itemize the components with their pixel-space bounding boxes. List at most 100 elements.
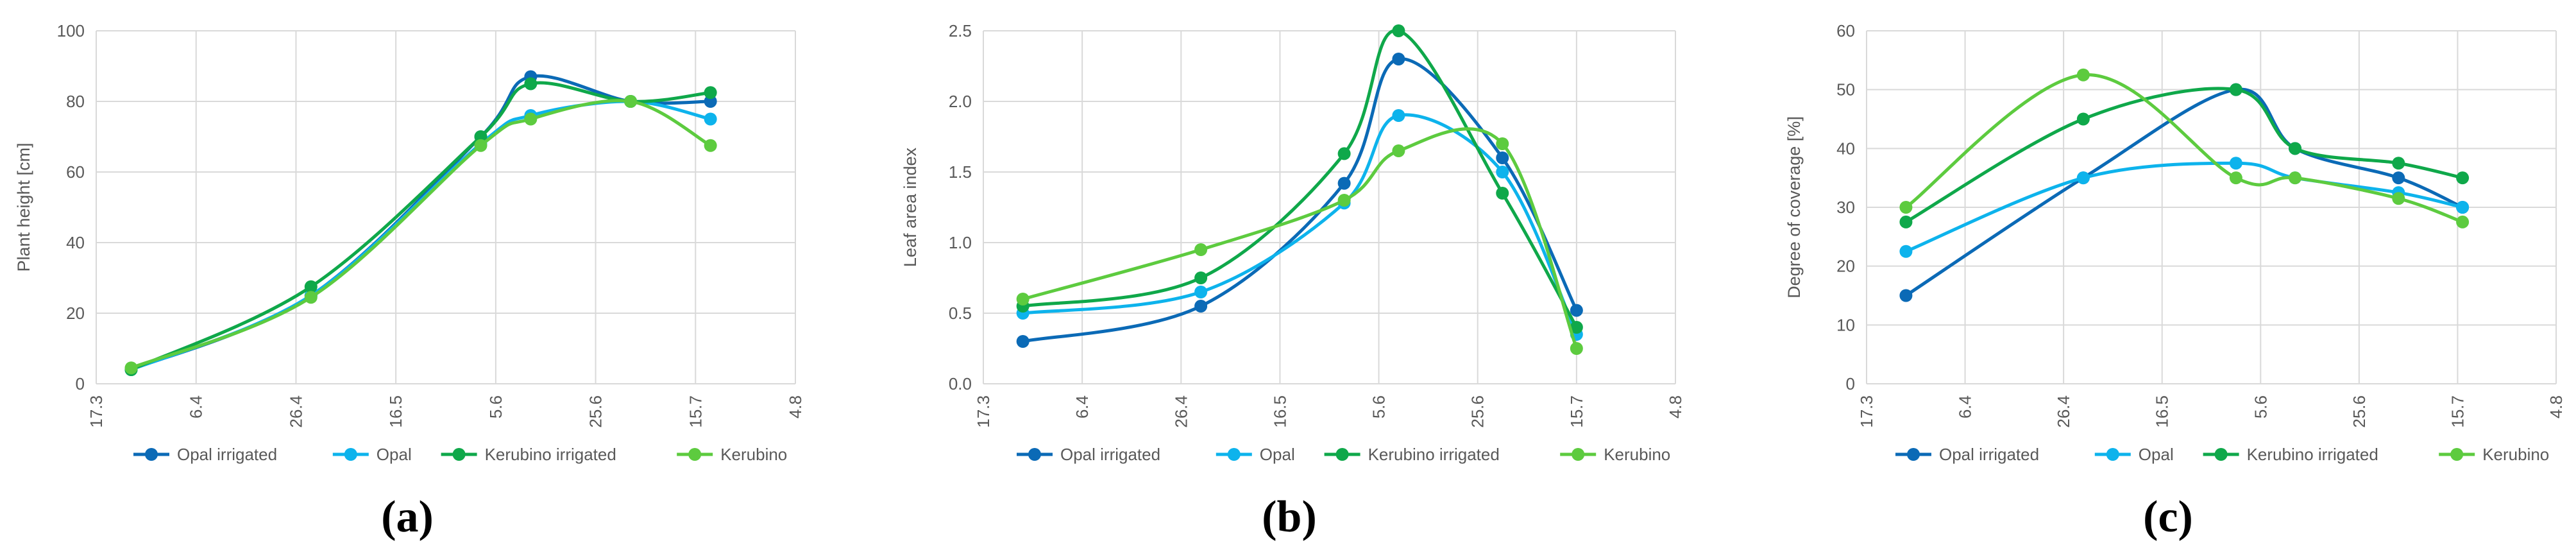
data-point-opal-irrigated xyxy=(1899,289,1913,302)
y-tick-label: 2.0 xyxy=(949,92,972,111)
x-tick-label: 15.7 xyxy=(686,395,705,428)
data-point-kerubino xyxy=(2289,171,2302,185)
data-point-kerubino xyxy=(524,112,538,126)
legend-swatch-marker xyxy=(145,448,158,461)
x-tick-label: 16.5 xyxy=(1270,395,1289,428)
data-point-kerubino xyxy=(1392,144,1405,157)
y-tick-label: 50 xyxy=(1836,80,1855,99)
y-axis-title: Plant height [cm] xyxy=(14,142,33,271)
y-tick-label: 2.5 xyxy=(949,21,972,40)
data-point-kerubino xyxy=(474,139,487,152)
series-line-kerubino xyxy=(1021,127,1579,350)
legend-item: Opal irrigated xyxy=(1017,445,1160,464)
y-tick-label: 1.0 xyxy=(949,233,972,252)
y-tick-label: 0.5 xyxy=(949,304,972,323)
legend-swatch-marker xyxy=(1335,448,1349,461)
x-tick-label: 16.5 xyxy=(2153,395,2172,428)
data-point-opal-irrigated xyxy=(704,95,717,108)
series-line-kerubino xyxy=(130,99,713,370)
series-line-opal xyxy=(130,99,713,372)
y-tick-label: 0.0 xyxy=(949,374,972,393)
x-tick-label: 6.4 xyxy=(1072,395,1092,418)
data-point-kerubino-irrigated xyxy=(524,77,538,90)
data-point-opal xyxy=(2229,157,2242,170)
data-point-kerubino xyxy=(2229,171,2242,185)
x-tick-label: 17.3 xyxy=(1857,395,1876,428)
legend-swatch-marker xyxy=(1028,448,1041,461)
y-tick-label: 1.5 xyxy=(949,162,972,182)
legend-item: Opal xyxy=(1216,445,1295,464)
x-tick-label: 4.8 xyxy=(2546,395,2566,418)
x-tick-label: 4.8 xyxy=(1666,395,1685,418)
legend-item: Opal irrigated xyxy=(1895,445,2039,464)
x-tick-label: 5.6 xyxy=(2251,395,2270,418)
data-point-kerubino-irrigated xyxy=(704,86,717,99)
data-point-opal-irrigated xyxy=(1392,53,1405,65)
series-line-opal xyxy=(1021,113,1579,336)
y-tick-label: 40 xyxy=(66,233,85,252)
x-tick-label: 25.6 xyxy=(1468,395,1487,428)
panel-caption: (a) xyxy=(381,492,434,542)
legend-label: Opal irrigated xyxy=(177,445,277,464)
panel-caption: (c) xyxy=(2143,492,2193,542)
y-tick-label: 30 xyxy=(1836,198,1855,217)
legend-swatch-marker xyxy=(2214,448,2228,461)
series-line-kerubino-irrigated xyxy=(1904,87,2464,224)
y-axis-title: Degree of coverage [%] xyxy=(1784,116,1804,298)
data-point-opal xyxy=(1496,166,1509,178)
y-axis-title: Leaf area index xyxy=(901,147,920,267)
x-tick-label: 5.6 xyxy=(1369,395,1389,418)
x-tick-label: 6.4 xyxy=(187,395,206,418)
x-tick-label: 17.3 xyxy=(974,395,993,428)
series-line-kerubino-irrigated xyxy=(1021,29,1579,329)
legend-item: Kerubino irrigated xyxy=(441,445,616,464)
data-point-kerubino-irrigated xyxy=(2392,157,2405,170)
x-tick-label: 4.8 xyxy=(786,395,805,418)
data-point-opal-irrigated xyxy=(1337,176,1351,190)
x-tick-label: 6.4 xyxy=(1956,395,1975,418)
data-point-kerubino-irrigated xyxy=(1337,147,1351,160)
data-point-kerubino xyxy=(2456,215,2470,228)
x-tick-label: 26.4 xyxy=(2054,395,2073,428)
data-point-opal xyxy=(2076,171,2090,185)
data-point-opal-irrigated xyxy=(1194,300,1208,313)
legend-label: Kerubino irrigated xyxy=(2247,445,2378,464)
legend-item: Kerubino irrigated xyxy=(1324,445,1500,464)
legend-label: Opal irrigated xyxy=(1060,445,1160,464)
data-point-kerubino xyxy=(304,291,318,304)
data-point-opal xyxy=(1899,245,1913,258)
x-tick-label: 25.6 xyxy=(2350,395,2369,428)
legend-label: Opal xyxy=(2139,445,2174,464)
data-point-opal xyxy=(1392,109,1405,122)
y-tick-label: 10 xyxy=(1836,315,1855,334)
y-tick-label: 60 xyxy=(1836,21,1855,40)
legend-item: Kerubino xyxy=(2439,445,2549,464)
legend-swatch-marker xyxy=(1227,448,1241,461)
x-tick-label: 25.6 xyxy=(586,395,606,428)
chart-panel-b: 0.0 0.5 1.0 1.5 2.0 2.5 17.3 6.4 26.4 16.5 5.6 25.6… xyxy=(901,21,1685,542)
legend-swatch-marker xyxy=(688,448,702,461)
legend-label: Opal irrigated xyxy=(1939,445,2039,464)
legend-swatch-marker xyxy=(344,448,357,461)
y-tick-label: 0 xyxy=(76,374,85,393)
data-point-kerubino xyxy=(2076,68,2090,82)
data-point-kerubino xyxy=(1337,194,1351,207)
legend-item: Kerubino xyxy=(677,445,787,464)
x-tick-label: 26.4 xyxy=(286,395,305,428)
legend-item: Opal irrigated xyxy=(133,445,277,464)
x-tick-label: 15.7 xyxy=(1567,395,1586,428)
series-line-opal-irrigated xyxy=(130,74,713,372)
legend-swatch-marker xyxy=(2450,448,2464,461)
legend-label: Kerubino xyxy=(720,445,787,464)
legend-item: Kerubino irrigated xyxy=(2203,445,2378,464)
y-tick-label: 20 xyxy=(66,304,85,323)
data-point-kerubino-irrigated xyxy=(2229,83,2242,96)
data-point-kerubino-irrigated xyxy=(474,130,487,143)
x-tick-label: 26.4 xyxy=(1171,395,1191,428)
data-point-kerubino-irrigated xyxy=(304,280,318,293)
data-point-kerubino-irrigated xyxy=(1496,187,1509,200)
x-tick-label: 5.6 xyxy=(486,395,505,418)
y-tick-label: 40 xyxy=(1836,139,1855,158)
y-tick-label: 100 xyxy=(57,21,85,40)
